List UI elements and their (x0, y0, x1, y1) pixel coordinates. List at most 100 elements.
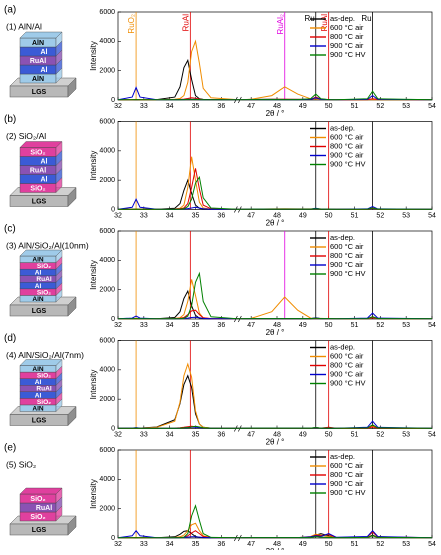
layer-label: RuAl (36, 386, 51, 393)
series-line (118, 39, 432, 101)
sample-title: (1) AlN/Al (6, 21, 42, 31)
layer-label: RuAl (36, 276, 51, 283)
reference-label: RuAl (181, 14, 190, 32)
x-tick-label: 54 (428, 212, 436, 219)
y-tick-label: 0 (111, 535, 115, 542)
x-tick-label: 49 (299, 103, 307, 110)
x-tick-label: 33 (140, 541, 148, 548)
y-tick-label: 2000 (99, 68, 115, 75)
y-axis-label: Intensity (89, 479, 98, 509)
y-tick-label: 6000 (99, 118, 115, 125)
layer-label: AlN (32, 366, 44, 373)
plot-frame (117, 340, 433, 429)
x-tick-label: 52 (376, 103, 384, 110)
y-tick-label: 0 (111, 97, 115, 104)
reference-label: Ru (361, 14, 371, 23)
layer-label: Al (41, 49, 48, 56)
layer-label: AlN (32, 40, 44, 47)
legend-label: as-dep. (330, 14, 355, 23)
x-axis-label: 2θ / ° (266, 438, 285, 447)
x-tick-label: 49 (299, 541, 307, 548)
legend-label: as-dep. (330, 452, 355, 461)
legend-label: 900 °C air (330, 479, 364, 488)
x-tick-label: 35 (192, 541, 200, 548)
panel-label: (b) (4, 114, 16, 125)
x-tick-label: 47 (247, 103, 255, 110)
plot-frame (117, 230, 433, 320)
x-tick-label: 32 (114, 212, 122, 219)
plot-frame (117, 449, 433, 539)
legend-label: 900 °C HV (330, 488, 366, 497)
x-tick-label: 54 (428, 103, 436, 110)
x-axis-label: 2θ / ° (266, 219, 285, 228)
substrate-label: LGS (32, 308, 47, 315)
layer-top (19, 487, 63, 495)
x-tick-label: 35 (192, 322, 200, 329)
legend-label: 800 °C air (330, 32, 364, 41)
y-axis-label: Intensity (89, 260, 98, 290)
x-tick-label: 54 (428, 541, 436, 548)
legend-label: 900 °C air (330, 369, 364, 378)
series-line (118, 279, 433, 320)
x-tick-label: 49 (299, 212, 307, 219)
substrate-label: LGS (32, 527, 47, 534)
reference-label: RuO₂ (127, 14, 136, 34)
series-line (118, 374, 433, 429)
series-line (118, 504, 433, 539)
reference-label: RuAl₂ (276, 14, 285, 34)
x-tick-label: 36 (217, 431, 225, 438)
x-tick-label: 33 (140, 103, 148, 110)
legend-label: 600 °C air (330, 23, 364, 32)
y-axis-label: Intensity (89, 41, 98, 71)
y-tick-label: 6000 (99, 228, 115, 235)
y-tick-label: 4000 (99, 476, 115, 483)
x-tick-label: 32 (114, 322, 122, 329)
layer-label: RuAl (36, 505, 52, 512)
x-tick-label: 50 (325, 322, 333, 329)
legend-label: 900 °C air (330, 150, 364, 159)
x-tick-label: 49 (299, 431, 307, 438)
x-tick-label: 35 (192, 103, 200, 110)
x-tick-label: 48 (273, 541, 281, 548)
legend-label: 800 °C air (330, 360, 364, 369)
substrate-label: LGS (32, 89, 47, 96)
y-tick-label: 6000 (99, 447, 115, 454)
sample-title: (2) SiO₂/Al (6, 131, 46, 141)
series-line (118, 156, 433, 210)
y-axis-label: Intensity (89, 151, 98, 181)
sample-title: (4) AlN/SiO₂/Al(7nm) (6, 350, 84, 360)
x-tick-label: 50 (325, 212, 333, 219)
substrate-side (67, 186, 77, 208)
panel-label: (d) (4, 333, 16, 344)
y-tick-label: 6000 (99, 337, 115, 344)
legend-label: 600 °C air (330, 242, 364, 251)
x-axis-label: 2θ / ° (266, 328, 285, 337)
legend-label: 600 °C air (330, 461, 364, 470)
x-tick-label: 47 (247, 541, 255, 548)
layer-top (19, 249, 63, 257)
legend-label: as-dep. (330, 123, 355, 132)
y-tick-label: 2000 (99, 396, 115, 403)
x-tick-label: 32 (114, 541, 122, 548)
x-tick-label: 33 (140, 212, 148, 219)
x-tick-label: 34 (166, 431, 174, 438)
y-tick-label: 0 (111, 316, 115, 323)
layer-label: AlN (32, 296, 44, 303)
series-line (118, 309, 433, 320)
x-tick-label: 53 (402, 212, 410, 219)
x-tick-label: 51 (351, 212, 359, 219)
x-tick-label: 34 (166, 322, 174, 329)
layer-label: SiO₂ (30, 496, 45, 503)
layer-label: AlN (32, 257, 44, 264)
layer-top (19, 141, 63, 148)
series-line (118, 178, 433, 210)
x-tick-label: 52 (376, 431, 384, 438)
panel-label: (c) (4, 224, 16, 235)
legend-label: 800 °C air (330, 251, 364, 260)
y-tick-label: 0 (111, 425, 115, 432)
layer-label: Al (41, 158, 48, 165)
x-tick-label: 52 (376, 322, 384, 329)
x-tick-label: 47 (247, 322, 255, 329)
layer-label: SiO₂ (37, 399, 51, 406)
layer-label: Al (35, 283, 42, 290)
